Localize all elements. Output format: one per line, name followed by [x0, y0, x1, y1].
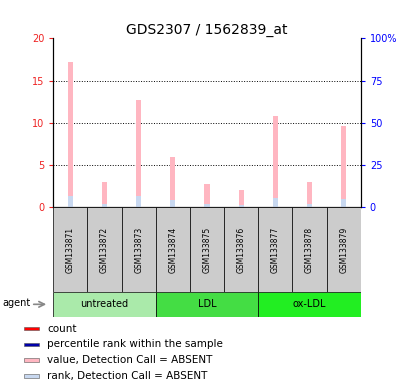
Bar: [53, 207, 87, 292]
Bar: [24, 374, 39, 378]
Title: GDS2307 / 1562839_at: GDS2307 / 1562839_at: [126, 23, 287, 37]
Bar: [258, 292, 360, 317]
Text: GSM133876: GSM133876: [236, 227, 245, 273]
Text: rank, Detection Call = ABSENT: rank, Detection Call = ABSENT: [47, 371, 207, 381]
Bar: [326, 207, 360, 292]
Text: GSM133872: GSM133872: [100, 227, 109, 273]
Bar: [24, 359, 39, 362]
Bar: [189, 207, 224, 292]
Bar: [272, 198, 277, 207]
Text: GSM133874: GSM133874: [168, 227, 177, 273]
Text: GSM133875: GSM133875: [202, 227, 211, 273]
Text: untreated: untreated: [80, 299, 128, 310]
Bar: [136, 196, 141, 207]
Text: LDL: LDL: [197, 299, 216, 310]
Bar: [121, 207, 155, 292]
Text: agent: agent: [3, 298, 31, 308]
Text: count: count: [47, 324, 76, 334]
Bar: [155, 292, 258, 317]
Bar: [87, 207, 121, 292]
Bar: [204, 204, 209, 207]
Text: percentile rank within the sample: percentile rank within the sample: [47, 339, 222, 349]
Bar: [155, 207, 189, 292]
Text: GSM133873: GSM133873: [134, 227, 143, 273]
Text: ox-LDL: ox-LDL: [292, 299, 326, 310]
Text: GSM133877: GSM133877: [270, 227, 279, 273]
Bar: [102, 182, 107, 207]
Text: value, Detection Call = ABSENT: value, Detection Call = ABSENT: [47, 355, 212, 365]
Bar: [292, 207, 326, 292]
Bar: [67, 62, 73, 207]
Bar: [238, 190, 243, 207]
Bar: [24, 327, 39, 330]
Bar: [170, 200, 175, 207]
Bar: [306, 204, 311, 207]
Bar: [67, 196, 73, 207]
Text: GSM133871: GSM133871: [66, 227, 75, 273]
Bar: [136, 100, 141, 207]
Bar: [204, 184, 209, 207]
Bar: [53, 292, 155, 317]
Bar: [238, 205, 243, 207]
Text: GSM133879: GSM133879: [338, 227, 347, 273]
Bar: [340, 199, 346, 207]
Bar: [340, 126, 346, 207]
Bar: [258, 207, 292, 292]
Bar: [170, 157, 175, 207]
Bar: [306, 182, 311, 207]
Bar: [102, 204, 107, 207]
Bar: [224, 207, 258, 292]
Bar: [24, 343, 39, 346]
Bar: [272, 116, 277, 207]
Text: GSM133878: GSM133878: [304, 227, 313, 273]
